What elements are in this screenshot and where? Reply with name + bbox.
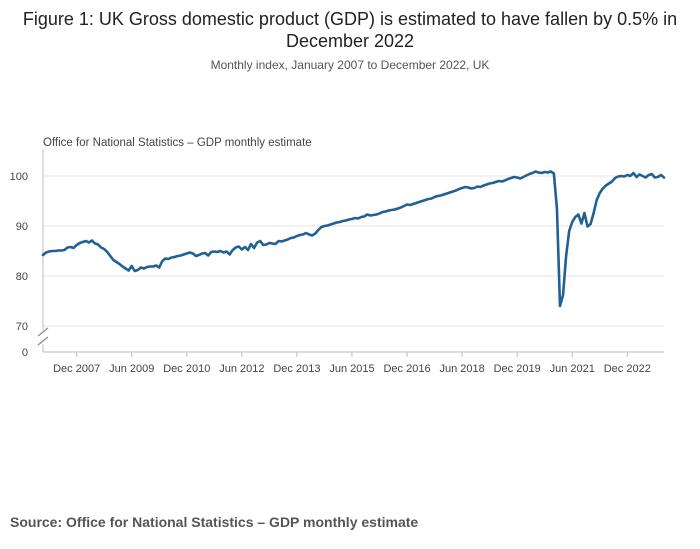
x-tick-label: Dec 2016 <box>383 363 430 375</box>
x-tick-label: Jun 2012 <box>219 363 264 375</box>
x-tick-label: Dec 2010 <box>163 363 210 375</box>
x-tick-label: Jun 2015 <box>329 363 374 375</box>
series-label: Office for National Statistics – GDP mon… <box>43 137 312 149</box>
gdp-series-line <box>41 170 666 308</box>
x-tick-label: Jun 2018 <box>439 363 484 375</box>
gridlines <box>43 175 664 327</box>
axes <box>37 150 664 353</box>
y-axis-ticks: 100 90 80 70 0 <box>10 171 28 359</box>
chart-title: Figure 1: UK Gross domestic product (GDP… <box>22 9 678 51</box>
y-tick-label: 90 <box>16 221 28 233</box>
x-tick-label: Dec 2007 <box>53 363 100 375</box>
y-tick-label: 80 <box>16 271 28 283</box>
y-tick-label: 70 <box>16 321 28 333</box>
y-tick-label: 100 <box>10 171 28 183</box>
x-tick-label: Dec 2022 <box>604 363 651 375</box>
axis-break-mark <box>37 336 49 346</box>
x-tick-label: Jun 2021 <box>550 363 595 375</box>
x-tick-label: Dec 2019 <box>494 363 541 375</box>
x-tick-label: Dec 2013 <box>273 363 320 375</box>
y-tick-label-zero: 0 <box>22 347 28 359</box>
chart-subtitle: Monthly index, January 2007 to December … <box>210 58 490 72</box>
x-tick-label: Jun 2009 <box>109 363 154 375</box>
x-axis-ticks: Dec 2007 Jun 2009 Dec 2010 Jun 2012 Dec 2013… <box>53 352 651 375</box>
axis-break-mark <box>37 327 49 337</box>
source-note: Source: Office for National Statistics –… <box>10 514 419 530</box>
